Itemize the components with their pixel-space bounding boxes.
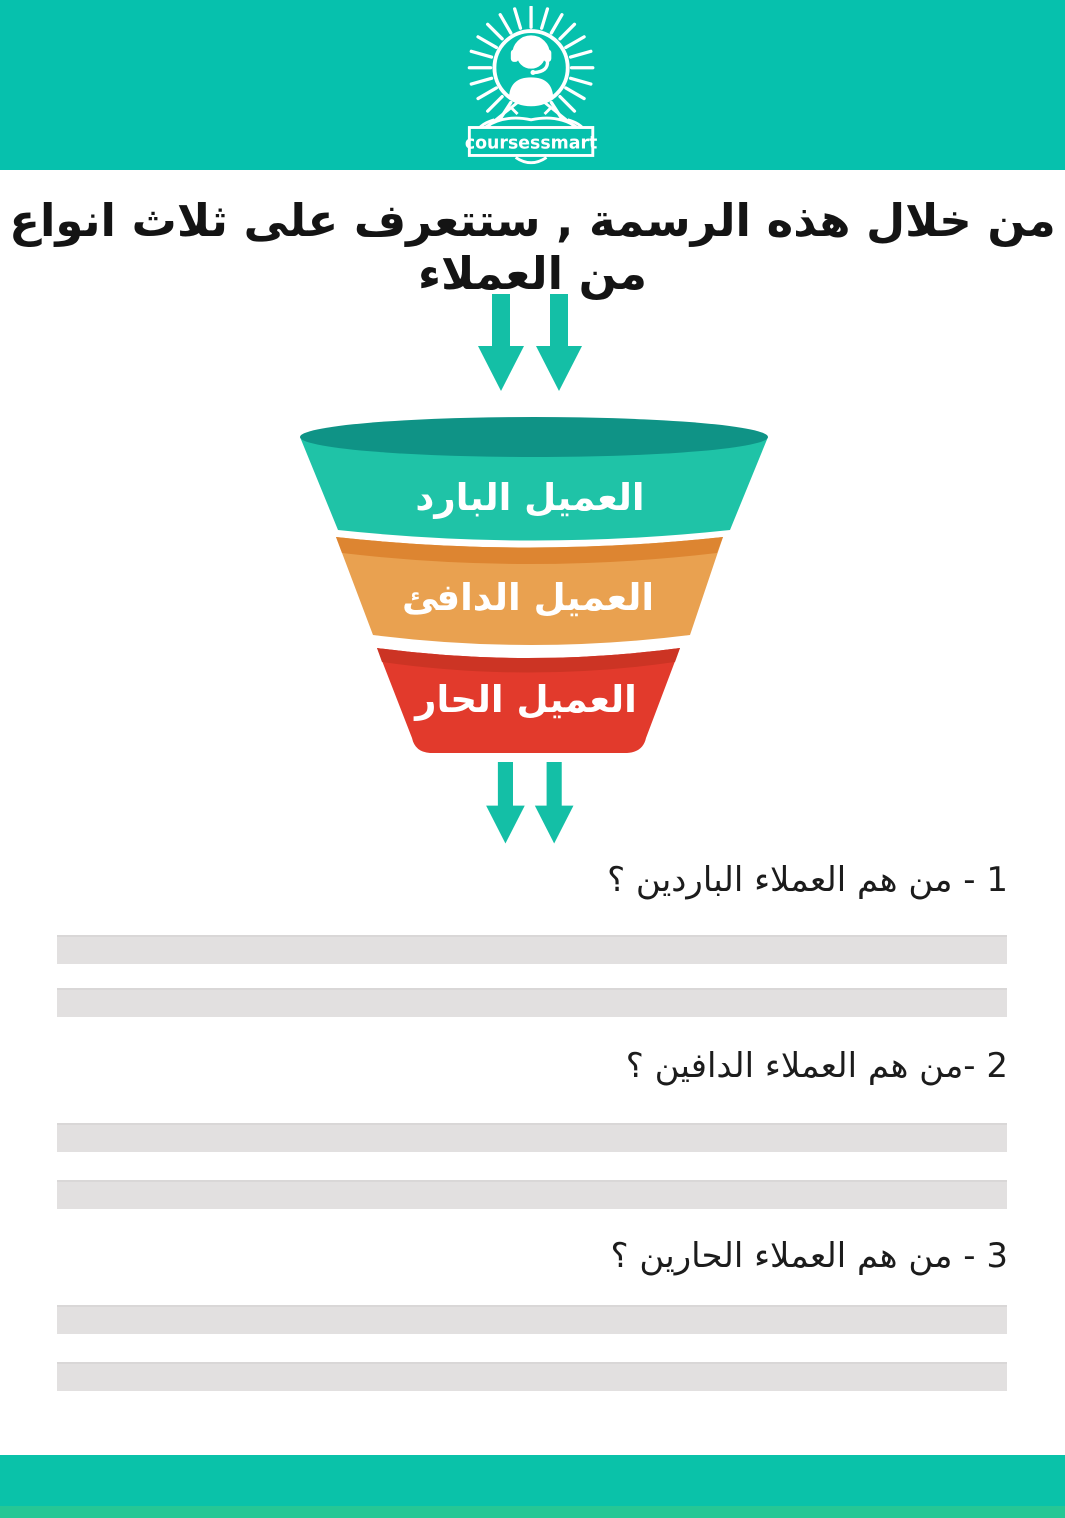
down-arrow-icon xyxy=(486,762,574,844)
brand-banner: coursessmart xyxy=(465,126,597,157)
funnel-level-label-hot: العميل الحار xyxy=(413,678,637,721)
funnel-level-warm-rim xyxy=(336,537,723,564)
down-arrows-top xyxy=(478,294,582,391)
answer-line xyxy=(57,935,1007,964)
coursessmart-logo: coursessmart xyxy=(465,6,597,165)
funnel-level-hot-rim xyxy=(377,648,680,673)
funnel-level-hot xyxy=(377,648,680,753)
answer-line xyxy=(57,1305,1007,1334)
funnel-level-cold xyxy=(300,437,768,541)
support-person-icon xyxy=(492,29,570,107)
down-arrow-icon xyxy=(478,294,582,391)
answer-line xyxy=(57,1362,1007,1391)
brand-label: coursessmart xyxy=(465,134,597,154)
customer-funnel: العميل البارد العميل الدافئ العميل الحار xyxy=(300,417,768,753)
funnel-level-warm xyxy=(336,537,723,645)
footer-band xyxy=(0,1455,1065,1506)
sun-rays-icon xyxy=(467,6,595,121)
question-1-label: 1 - من هم العملاء الباردين ؟ xyxy=(607,860,1008,900)
question-2-label: 2 -من هم العملاء الدافين ؟ xyxy=(625,1046,1008,1086)
funnel-top-opening xyxy=(300,417,768,457)
answer-line xyxy=(57,988,1007,1017)
answer-line xyxy=(57,1123,1007,1152)
funnel-level-label-cold: العميل البارد xyxy=(415,476,644,519)
down-arrows-bottom xyxy=(486,762,574,844)
funnel-level-label-warm: العميل الدافئ xyxy=(402,576,654,619)
page-title: من خلال هذه الرسمة , ستتعرف على ثلاث انو… xyxy=(9,194,1057,300)
footer-strip xyxy=(0,1506,1065,1518)
question-3-label: 3 - من هم العملاء الحارين ؟ xyxy=(610,1236,1008,1276)
header-band: coursessmart xyxy=(0,0,1065,170)
answer-line xyxy=(57,1180,1007,1209)
